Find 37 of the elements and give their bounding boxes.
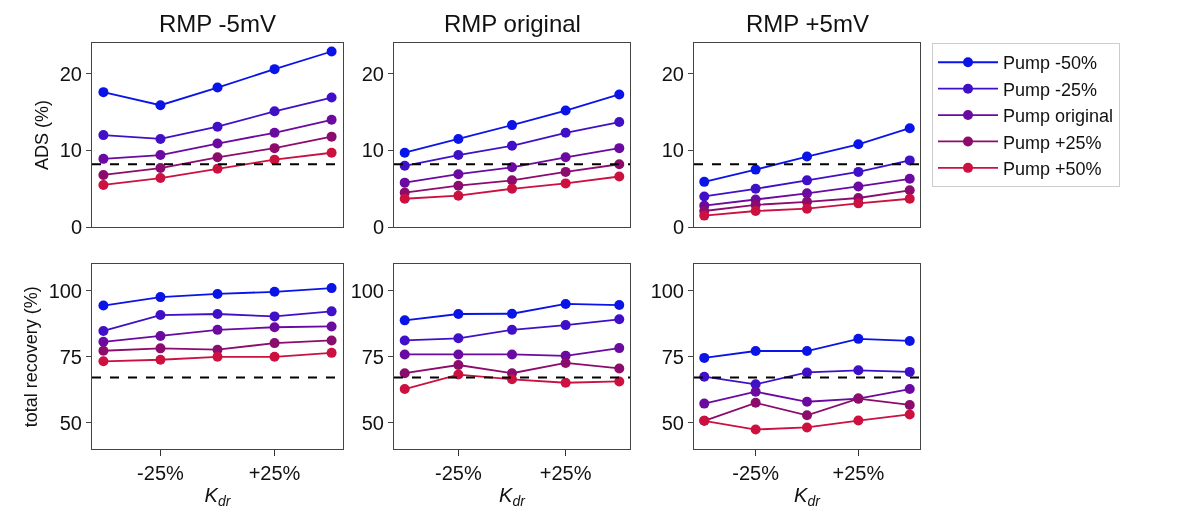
y-tick-label: 50 [661, 411, 684, 434]
y-tick-label: 10 [661, 139, 684, 162]
x-tick-label: +25% [539, 462, 592, 485]
legend-label: Pump -50% [1003, 53, 1098, 74]
x-tick-label: -25% [435, 462, 482, 485]
y-tick-label: 100 [350, 279, 384, 302]
y-tick-label: 0 [70, 216, 82, 239]
x-tick-label: +25% [832, 462, 885, 485]
y-tick-label: 20 [361, 62, 384, 85]
chart-title: RMP original [444, 10, 581, 37]
y-axis-title: ADS (%) [31, 100, 52, 171]
legend-label: Pump +50% [1003, 158, 1102, 179]
x-axis-title: K$_{dr}$ [204, 483, 232, 510]
y-tick-label: 20 [661, 62, 684, 85]
y-tick-label: 75 [361, 345, 384, 368]
legend-label: Pump +25% [1003, 132, 1102, 153]
y-tick-label: 0 [672, 216, 684, 239]
y-tick-label: 20 [59, 62, 82, 85]
y-tick-label: 50 [59, 411, 82, 434]
y-tick-label: 0 [372, 216, 384, 239]
legend-label: Pump original [1003, 106, 1114, 127]
x-axis-title: K$_{dr}$ [794, 483, 822, 510]
y-tick-label: 75 [661, 345, 684, 368]
x-tick-label: -25% [732, 462, 780, 485]
x-tick-label: +25% [248, 462, 301, 485]
y-tick-label: 10 [361, 139, 384, 162]
y-tick-label: 100 [650, 279, 684, 302]
y-tick-label: 50 [361, 411, 384, 434]
y-tick-label: 100 [48, 279, 82, 302]
x-axis-title: K$_{dr}$ [499, 483, 527, 510]
x-tick-label: -25% [137, 462, 184, 485]
y-tick-label: 10 [59, 139, 82, 162]
y-tick-label: 75 [59, 345, 82, 368]
y-axis-title: total recovery (%) [20, 286, 41, 428]
legend-label: Pump -25% [1003, 79, 1098, 100]
chart-title: RMP -5mV [159, 10, 276, 37]
chart-title: RMP +5mV [746, 10, 869, 37]
